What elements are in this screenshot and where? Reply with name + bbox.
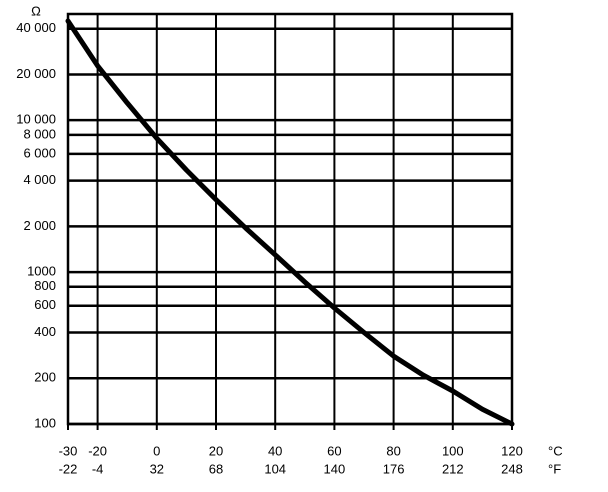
curve xyxy=(65,18,515,427)
y-tick-label: 400 xyxy=(34,324,56,339)
plot-border xyxy=(66,12,514,426)
x2-tick-label: 212 xyxy=(442,461,464,476)
x-unit: °C xyxy=(548,443,563,458)
x2-tick-label: 104 xyxy=(264,461,286,476)
x-tick-label: 60 xyxy=(327,443,341,458)
x2-unit: °F xyxy=(548,461,561,476)
y-tick-label: 1000 xyxy=(27,264,56,279)
y-tick-label: 8 000 xyxy=(23,126,56,141)
x-tick-label: 0 xyxy=(153,443,160,458)
x2-tick-label: -4 xyxy=(92,461,104,476)
x2-tick-label: 176 xyxy=(383,461,405,476)
y-tick-label: 200 xyxy=(34,370,56,385)
y-tick-label: 10 000 xyxy=(16,112,56,127)
x2-tick-label: 32 xyxy=(150,461,164,476)
y-tick-label: 6 000 xyxy=(23,145,56,160)
y-tick-label: 40 000 xyxy=(16,20,56,35)
x-tick-label: -30 xyxy=(59,443,78,458)
x-tick-label: 80 xyxy=(386,443,400,458)
x2-tick-label: 68 xyxy=(209,461,223,476)
x2-tick-label: 140 xyxy=(324,461,346,476)
x-tick-label: -20 xyxy=(88,443,107,458)
x-tick-label: 20 xyxy=(209,443,223,458)
x-tick-label: 100 xyxy=(442,443,464,458)
x-tick-label: 120 xyxy=(501,443,523,458)
x2-tick-label: -22 xyxy=(59,461,78,476)
y-tick-label: 600 xyxy=(34,297,56,312)
y-tick-label: 20 000 xyxy=(16,66,56,81)
y-tick-label: 4 000 xyxy=(23,172,56,187)
y-tick-label: 800 xyxy=(34,278,56,293)
y-tick-label: 2 000 xyxy=(23,218,56,233)
y-unit: Ω xyxy=(31,3,41,18)
x2-tick-label: 248 xyxy=(501,461,523,476)
y-tick-label: 100 xyxy=(34,415,56,430)
x-tick-label: 40 xyxy=(268,443,282,458)
